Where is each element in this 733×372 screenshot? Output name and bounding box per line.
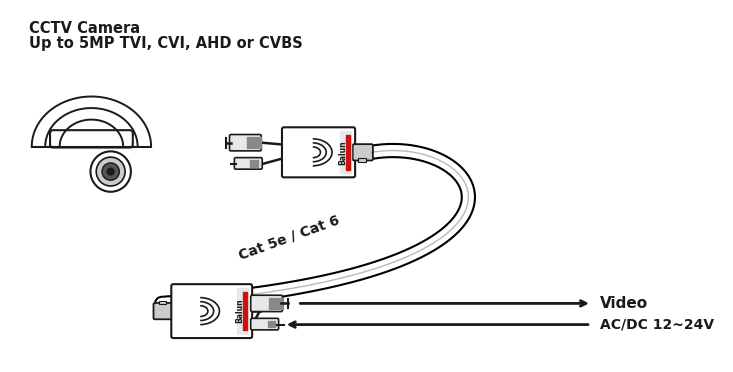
Bar	[247, 137, 249, 148]
FancyBboxPatch shape	[50, 130, 133, 148]
Bar	[256, 160, 258, 167]
Text: Balun: Balun	[235, 299, 244, 323]
FancyBboxPatch shape	[153, 303, 174, 319]
Bar	[250, 160, 252, 167]
Circle shape	[90, 151, 131, 192]
Bar	[275, 298, 277, 309]
Bar	[270, 298, 271, 309]
Bar	[278, 298, 280, 309]
FancyBboxPatch shape	[229, 135, 261, 151]
Bar	[270, 321, 273, 327]
Bar	[339, 131, 351, 173]
Bar	[237, 288, 248, 334]
FancyBboxPatch shape	[235, 158, 262, 169]
Bar	[259, 137, 261, 148]
Bar	[250, 137, 252, 148]
Bar	[253, 160, 255, 167]
Circle shape	[96, 157, 125, 186]
FancyBboxPatch shape	[251, 318, 279, 330]
FancyBboxPatch shape	[282, 127, 355, 177]
Text: Balun: Balun	[338, 140, 347, 165]
FancyBboxPatch shape	[353, 144, 373, 160]
Text: Up to 5MP TVI, CVI, AHD or CVBS: Up to 5MP TVI, CVI, AHD or CVBS	[29, 36, 303, 51]
Bar	[159, 301, 166, 304]
Bar	[243, 292, 247, 330]
Bar	[273, 321, 275, 327]
FancyBboxPatch shape	[251, 295, 282, 312]
Text: AC/DC 12~24V: AC/DC 12~24V	[600, 318, 714, 331]
Bar	[268, 321, 270, 327]
Bar	[347, 135, 350, 170]
Circle shape	[107, 168, 114, 175]
Text: CCTV Camera: CCTV Camera	[29, 22, 140, 36]
Bar	[253, 137, 255, 148]
Circle shape	[102, 163, 119, 180]
Bar	[281, 298, 283, 309]
Bar	[273, 298, 274, 309]
Text: Cat 5e / Cat 6: Cat 5e / Cat 6	[236, 213, 341, 263]
Bar	[358, 158, 366, 162]
Bar	[256, 137, 258, 148]
FancyBboxPatch shape	[172, 284, 252, 338]
Text: Video: Video	[600, 296, 648, 311]
